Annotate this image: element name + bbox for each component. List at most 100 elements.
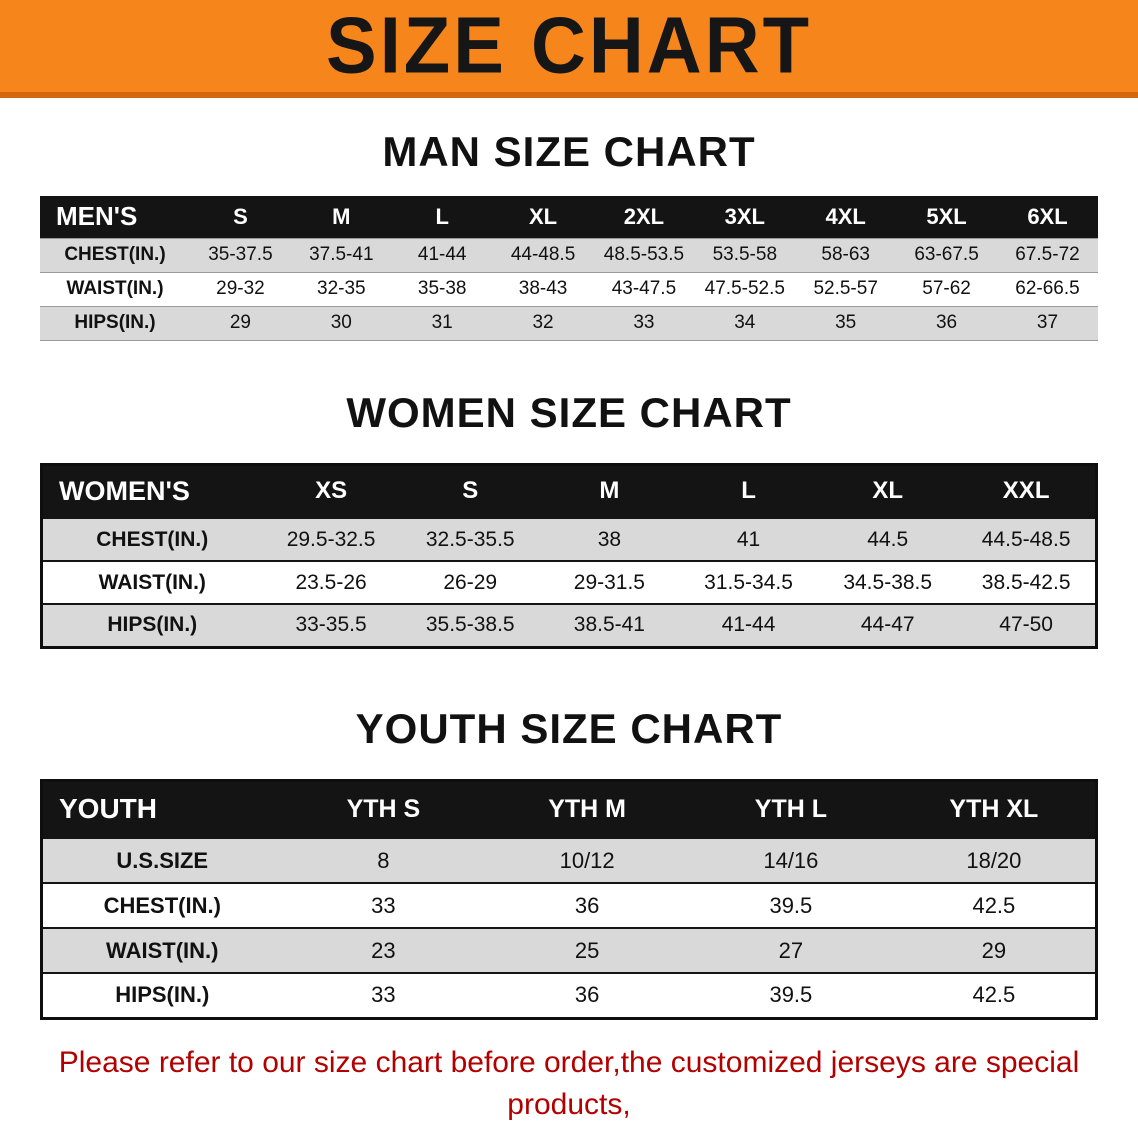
women-heading: WOMEN SIZE CHART bbox=[346, 388, 792, 436]
table-header-row: YOUTH YTH S YTH M YTH L YTH XL bbox=[41, 780, 1097, 838]
women-section: WOMEN SIZE CHART WOMEN'S XS S M L XL XXL CHEST(… bbox=[0, 389, 1138, 649]
size-value-cell: 48.5-53.5 bbox=[603, 244, 685, 265]
size-value-cell: 47.5-52.5 bbox=[704, 278, 785, 299]
size-value-cell: 32 bbox=[532, 312, 554, 333]
size-value-cell: 39.5 bbox=[769, 892, 813, 918]
size-value-cell: 33 bbox=[371, 892, 396, 918]
youth-heading: YOUTH SIZE CHART bbox=[355, 704, 783, 752]
size-column-header: XS bbox=[261, 464, 401, 518]
men-size-table: MEN'S S M L XL 2XL 3XL 4XL 5XL 6XL CHEST(IN.) 35-37… bbox=[40, 196, 1098, 341]
size-column-header: YTH L bbox=[689, 780, 893, 838]
size-value-cell: 57-62 bbox=[922, 278, 971, 299]
size-value-cell: 31 bbox=[431, 312, 453, 333]
table-row: CHEST(IN.) 35-37.5 37.5-41 41-44 44-48.5 48.5… bbox=[40, 238, 1098, 272]
size-value-cell: 10/12 bbox=[559, 847, 615, 873]
size-value-cell: 41-44 bbox=[417, 244, 467, 265]
size-value-cell: 35-38 bbox=[417, 278, 467, 299]
size-column-header: M bbox=[539, 464, 679, 518]
size-value-cell: 41-44 bbox=[721, 613, 776, 637]
size-value-cell: 35-37.5 bbox=[208, 244, 273, 265]
row-label: CHEST(IN.) bbox=[103, 892, 221, 918]
size-column-header: YTH M bbox=[485, 780, 689, 838]
table-header-row: MEN'S S M L XL 2XL 3XL 4XL 5XL 6XL bbox=[40, 196, 1098, 238]
size-column-header: YTH S bbox=[281, 780, 486, 838]
size-value-cell: 36 bbox=[574, 892, 600, 918]
banner: SIZE CHART bbox=[0, 0, 1138, 98]
size-value-cell: 32-35 bbox=[317, 278, 366, 299]
size-column-header: S bbox=[190, 196, 291, 238]
size-value-cell: 37.5-41 bbox=[309, 244, 374, 265]
size-value-cell: 14/16 bbox=[763, 847, 819, 873]
size-value-cell: 44-47 bbox=[860, 613, 915, 637]
table-row: WAIST(IN.) 23.5-26 26-29 29-31.5 31.5-34.5 34… bbox=[41, 561, 1097, 604]
size-value-cell: 35.5-38.5 bbox=[425, 613, 515, 637]
size-value-cell: 43-47.5 bbox=[611, 278, 677, 299]
men-section: MAN SIZE CHART MEN'S S M L XL 2XL 3XL 4XL 5XL 6XL… bbox=[0, 128, 1138, 341]
row-label: U.S.SIZE bbox=[116, 847, 209, 873]
size-value-cell: 33 bbox=[633, 312, 655, 333]
row-label: CHEST(IN.) bbox=[96, 527, 209, 551]
size-value-cell: 29 bbox=[229, 312, 251, 333]
size-value-cell: 44.5 bbox=[867, 527, 909, 551]
size-value-cell: 38.5-41 bbox=[573, 613, 645, 637]
footer-notice-line-1: Please refer to our size chart before or… bbox=[58, 1045, 1080, 1121]
table-header-row: WOMEN'S XS S M L XL XXL bbox=[41, 464, 1097, 518]
table-row: HIPS(IN.) 33-35.5 35.5-38.5 38.5-41 41-44 44-… bbox=[41, 604, 1097, 647]
row-label: WAIST(IN.) bbox=[98, 570, 206, 594]
size-column-header: L bbox=[678, 464, 819, 518]
footer-notice-line-2: we don't accept cancel, change, teturn o… bbox=[20, 1126, 1118, 1132]
size-value-cell: 33 bbox=[371, 982, 396, 1008]
table-row: HIPS(IN.) 29 30 31 32 33 34 35 36 37 bbox=[40, 306, 1098, 340]
men-heading: MAN SIZE CHART bbox=[382, 128, 756, 175]
size-value-cell: 23 bbox=[371, 937, 396, 963]
size-value-cell: 42.5 bbox=[972, 892, 1016, 918]
size-value-cell: 32.5-35.5 bbox=[425, 527, 515, 551]
table-title-cell: YOUTH bbox=[41, 780, 282, 838]
size-column-header: 6XL bbox=[997, 196, 1098, 238]
size-value-cell: 31.5-34.5 bbox=[704, 570, 793, 594]
size-value-cell: 38.5-42.5 bbox=[981, 570, 1071, 594]
size-value-cell: 25 bbox=[574, 937, 600, 963]
size-column-header: M bbox=[290, 196, 392, 238]
table-row: U.S.SIZE 8 10/12 14/16 18/20 bbox=[41, 838, 1097, 883]
size-value-cell: 62-66.5 bbox=[1015, 278, 1080, 299]
table-row: CHEST(IN.) 33 36 39.5 42.5 bbox=[41, 883, 1097, 928]
table-title-cell: MEN'S bbox=[40, 196, 190, 238]
footer-notice: Please refer to our size chart before or… bbox=[0, 1042, 1138, 1132]
size-value-cell: 53.5-58 bbox=[712, 244, 778, 265]
size-value-cell: 58-63 bbox=[821, 244, 870, 265]
size-value-cell: 37 bbox=[1036, 312, 1059, 333]
size-column-header: 4XL bbox=[795, 196, 897, 238]
banner-title: SIZE CHART bbox=[326, 0, 812, 91]
row-label: HIPS(IN.) bbox=[74, 312, 156, 333]
size-value-cell: 36 bbox=[935, 312, 958, 333]
size-value-cell: 44.5-48.5 bbox=[981, 527, 1071, 551]
size-value-cell: 23.5-26 bbox=[295, 570, 367, 594]
youth-size-table: YOUTH YTH S YTH M YTH L YTH XL U.S.SIZE 8 10/12… bbox=[40, 778, 1098, 1020]
size-value-cell: 27 bbox=[778, 937, 804, 963]
youth-section: YOUTH SIZE CHART YOUTH YTH S YTH M YTH L YTH… bbox=[0, 705, 1138, 1020]
size-value-cell: 35 bbox=[835, 312, 857, 333]
size-value-cell: 29 bbox=[981, 937, 1007, 963]
size-value-cell: 36 bbox=[574, 982, 600, 1008]
women-size-table: WOMEN'S XS S M L XL XXL CHEST(IN.) 29.5-32.5 32.5… bbox=[40, 462, 1098, 649]
size-value-cell: 39.5 bbox=[769, 982, 813, 1008]
size-value-cell: 42.5 bbox=[972, 982, 1016, 1008]
size-value-cell: 34.5-38.5 bbox=[843, 570, 933, 594]
size-value-cell: 33-35.5 bbox=[295, 613, 367, 637]
size-column-header: 2XL bbox=[593, 196, 695, 238]
size-value-cell: 41 bbox=[736, 527, 761, 551]
size-column-header: 5XL bbox=[896, 196, 997, 238]
size-column-header: XL bbox=[818, 464, 958, 518]
row-label: HIPS(IN.) bbox=[107, 613, 198, 637]
size-column-header: 3XL bbox=[694, 196, 796, 238]
size-column-header: YTH XL bbox=[892, 780, 1097, 838]
size-value-cell: 44-48.5 bbox=[510, 244, 576, 265]
size-value-cell: 34 bbox=[734, 312, 756, 333]
table-row: CHEST(IN.) 29.5-32.5 32.5-35.5 38 41 44.5 44.5… bbox=[41, 518, 1097, 561]
size-value-cell: 47-50 bbox=[999, 613, 1053, 637]
size-value-cell: 26-29 bbox=[443, 570, 498, 594]
row-label: HIPS(IN.) bbox=[115, 982, 210, 1008]
row-label: CHEST(IN.) bbox=[64, 244, 166, 265]
